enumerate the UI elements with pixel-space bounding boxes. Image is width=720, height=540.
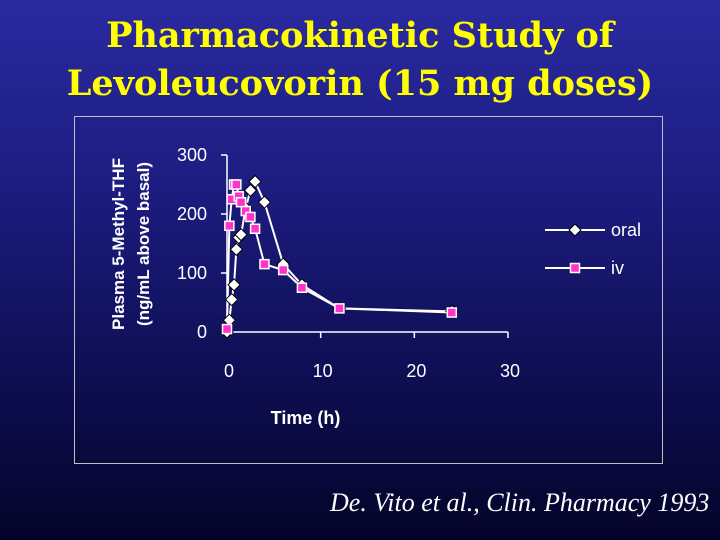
x-tick-label: 30 (500, 361, 520, 381)
y-axis-title-line-1: Plasma 5-Methyl-THF (109, 158, 128, 330)
title-line-2: Levoleucovorin (15 mg doses) (66, 63, 654, 104)
x-tick-label: 20 (406, 361, 426, 381)
y-tick-label: 100 (177, 263, 207, 283)
data-point-oral (227, 278, 241, 292)
data-point-iv (231, 179, 242, 190)
data-point-iv (277, 264, 289, 276)
legend-marker-iv (569, 262, 581, 274)
x-tick-label: 10 (313, 361, 333, 381)
data-point-iv (245, 211, 256, 223)
data-point-iv (446, 307, 458, 318)
data-point-iv (221, 323, 233, 335)
y-tick-label: 300 (177, 145, 207, 165)
data-point-iv (224, 220, 235, 232)
y-axis-title-line-2: (ng/mL above basal) (134, 162, 153, 326)
data-point-iv (249, 223, 261, 234)
chart-frame: 0 100 200 300 0 10 20 30 Time (h) Plasma 5-Methyl… (74, 116, 663, 464)
x-axis-title: Time (h) (271, 408, 341, 428)
slide-title: Pharmacokinetic Study of Levoleucovorin … (0, 12, 720, 108)
data-point-oral (248, 174, 262, 189)
legend-label-iv: iv (611, 258, 624, 278)
data-point-iv (334, 303, 345, 314)
data-point-oral (229, 242, 244, 257)
citation: De. Vito et al., Clin. Pharmacy 1993 (330, 488, 710, 517)
data-point-oral (257, 195, 272, 209)
data-point-iv (296, 282, 308, 293)
legend-label-oral: oral (611, 220, 641, 240)
data-point-oral (224, 292, 239, 307)
data-point-oral (234, 227, 248, 242)
data-point-iv (259, 258, 270, 270)
x-tick-label: 0 (224, 361, 234, 381)
data-point-iv (235, 196, 247, 208)
legend-marker-oral (568, 223, 582, 237)
data-point-oral (243, 183, 258, 198)
y-tick-label: 0 (197, 322, 207, 342)
pharmacokinetic-chart: 0 100 200 300 0 10 20 30 Time (h) Plasma 5-Methyl… (109, 145, 641, 428)
y-tick-label: 200 (177, 204, 207, 224)
title-line-1: Pharmacokinetic Study of (106, 15, 614, 56)
